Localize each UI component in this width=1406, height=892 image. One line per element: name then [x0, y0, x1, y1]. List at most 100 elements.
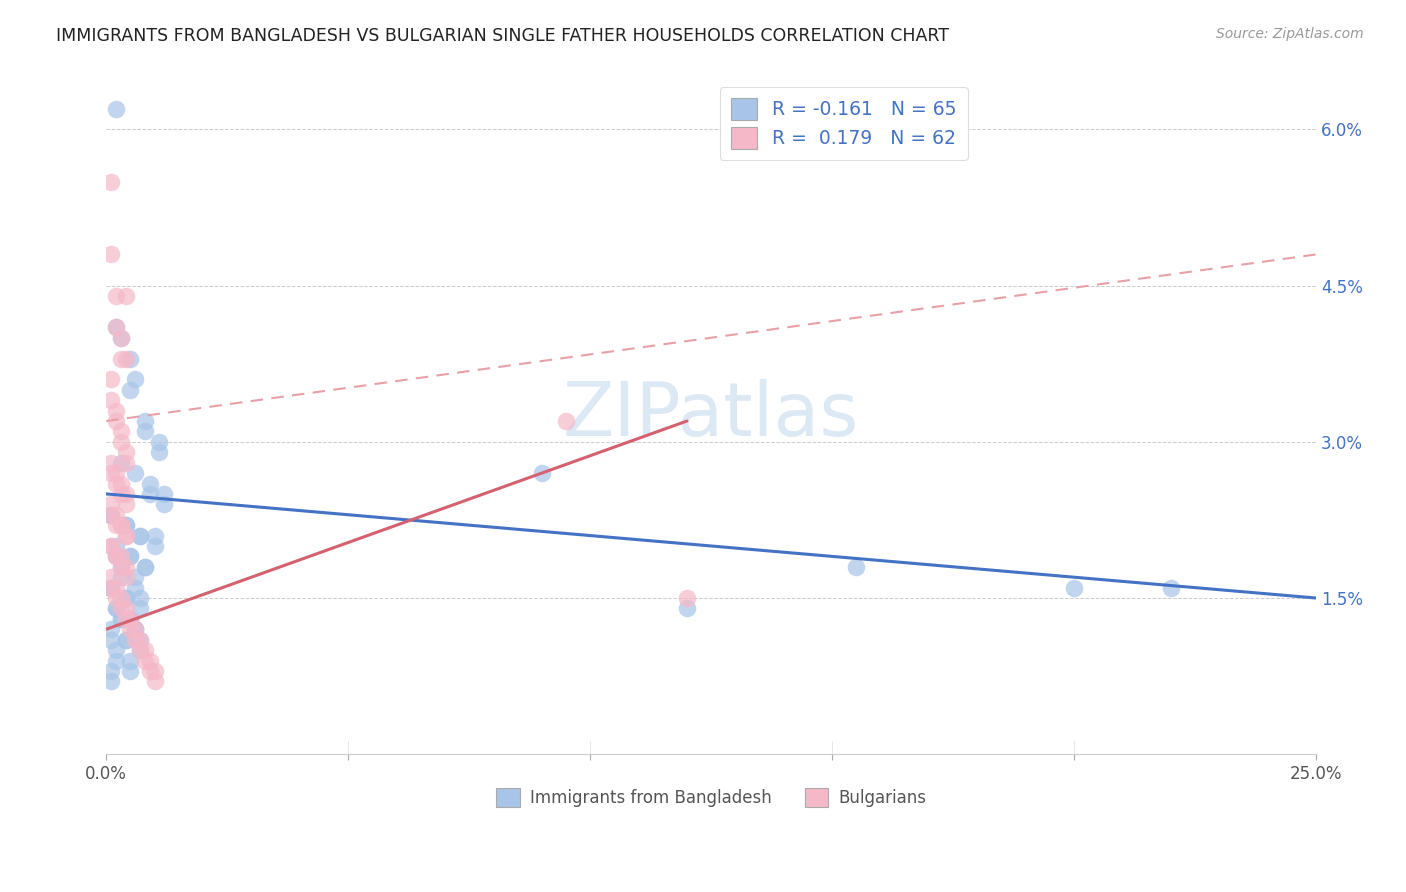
Point: [110, 559, 132, 574]
Point: [110, 570, 132, 584]
Point: [114, 632, 136, 647]
Point: [120, 351, 142, 366]
Point: [530, 466, 553, 480]
Point: [104, 289, 127, 303]
Point: [143, 674, 166, 689]
Point: [120, 612, 142, 626]
Point: [104, 403, 127, 417]
Point: [110, 476, 132, 491]
Point: [104, 591, 127, 605]
Point: [114, 612, 136, 626]
Point: [555, 414, 578, 428]
Point: [134, 559, 156, 574]
Point: [114, 497, 136, 511]
Point: [100, 508, 122, 522]
Point: [100, 581, 122, 595]
Point: [153, 497, 176, 511]
Point: [100, 581, 122, 595]
Point: [124, 622, 146, 636]
Point: [100, 175, 122, 189]
Point: [100, 508, 122, 522]
Point: [139, 653, 162, 667]
Point: [100, 539, 122, 553]
Point: [120, 383, 142, 397]
Point: [143, 528, 166, 542]
Point: [100, 456, 122, 470]
Point: [110, 425, 132, 439]
Point: [148, 434, 170, 449]
Point: [114, 445, 136, 459]
Point: [139, 664, 162, 678]
Point: [676, 591, 699, 605]
Point: [129, 591, 152, 605]
Point: [114, 518, 136, 533]
Point: [148, 445, 170, 459]
Point: [110, 331, 132, 345]
Point: [100, 539, 122, 553]
Point: [114, 289, 136, 303]
Point: [143, 664, 166, 678]
Point: [100, 393, 122, 408]
Point: [104, 414, 127, 428]
Point: [110, 591, 132, 605]
Point: [104, 653, 127, 667]
Point: [114, 518, 136, 533]
Point: [120, 612, 142, 626]
Point: [110, 601, 132, 615]
Point: [110, 351, 132, 366]
Point: [100, 508, 122, 522]
Y-axis label: Single Father Households: Single Father Households: [0, 318, 7, 513]
Point: [124, 622, 146, 636]
Point: [114, 601, 136, 615]
Point: [104, 518, 127, 533]
Point: [110, 612, 132, 626]
Point: [129, 632, 152, 647]
Point: [104, 601, 127, 615]
Point: [114, 528, 136, 542]
Point: [120, 653, 142, 667]
Point: [124, 632, 146, 647]
Point: [129, 601, 152, 615]
Point: [139, 476, 162, 491]
Point: [120, 612, 142, 626]
Point: [100, 674, 122, 689]
Point: [104, 549, 127, 564]
Point: [120, 622, 142, 636]
Point: [110, 559, 132, 574]
Point: [124, 372, 146, 386]
Point: [110, 331, 132, 345]
Point: [104, 466, 127, 480]
Text: ZIPatlas: ZIPatlas: [562, 379, 859, 452]
Point: [110, 456, 132, 470]
Point: [104, 539, 127, 553]
Point: [114, 591, 136, 605]
Point: [110, 487, 132, 501]
Point: [104, 476, 127, 491]
Point: [104, 581, 127, 595]
Point: [110, 549, 132, 564]
Point: [134, 414, 156, 428]
Point: [1063, 581, 1085, 595]
Point: [104, 549, 127, 564]
Legend: Immigrants from Bangladesh, Bulgarians: Immigrants from Bangladesh, Bulgarians: [489, 781, 932, 814]
Point: [114, 528, 136, 542]
Point: [104, 102, 127, 116]
Point: [134, 653, 156, 667]
Point: [100, 664, 122, 678]
Point: [114, 487, 136, 501]
Point: [124, 622, 146, 636]
Point: [114, 632, 136, 647]
Point: [110, 612, 132, 626]
Point: [153, 487, 176, 501]
Point: [100, 247, 122, 261]
Point: [120, 549, 142, 564]
Point: [100, 466, 122, 480]
Point: [134, 643, 156, 657]
Point: [845, 559, 868, 574]
Text: IMMIGRANTS FROM BANGLADESH VS BULGARIAN SINGLE FATHER HOUSEHOLDS CORRELATION CHA: IMMIGRANTS FROM BANGLADESH VS BULGARIAN …: [56, 27, 949, 45]
Point: [129, 528, 152, 542]
Point: [134, 559, 156, 574]
Point: [124, 581, 146, 595]
Point: [1160, 581, 1182, 595]
Text: Source: ZipAtlas.com: Source: ZipAtlas.com: [1216, 27, 1364, 41]
